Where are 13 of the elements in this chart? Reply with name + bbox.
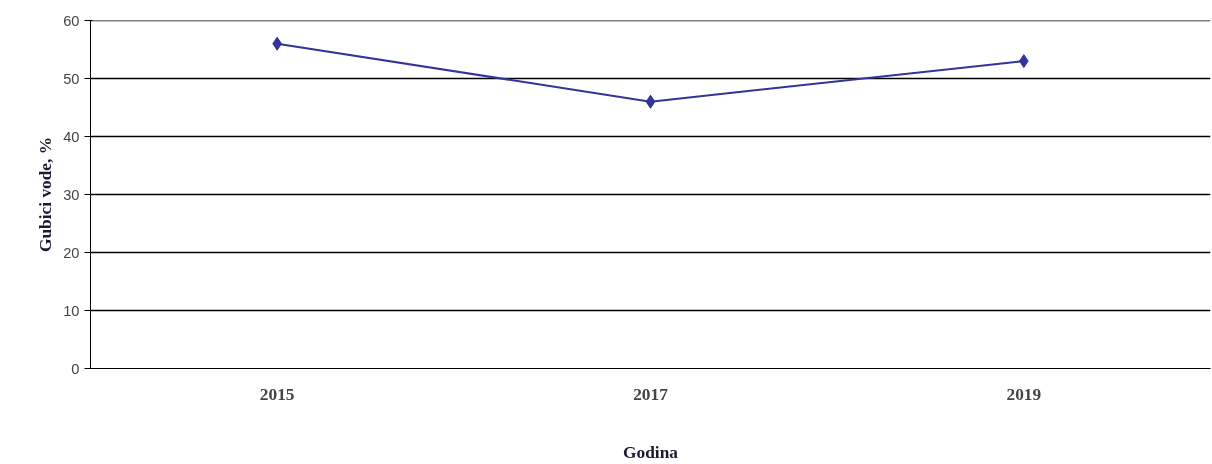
y-tick-label: 50 (63, 70, 80, 87)
x-axis-title: Godina (623, 442, 679, 462)
y-tick-label: 40 (63, 128, 80, 145)
x-tick-label: 2017 (633, 384, 669, 404)
y-tick-label: 0 (71, 360, 80, 377)
y-tick-label: 60 (63, 12, 80, 29)
y-tick-label: 10 (63, 302, 80, 319)
x-tick-label: 2019 (1006, 384, 1042, 404)
y-axis-title: Gubici vode, % (36, 136, 56, 253)
x-tick-label: 2015 (259, 384, 295, 404)
point (645, 94, 656, 109)
y-tick-label: 30 (63, 186, 80, 203)
y-tick-label: 20 (63, 244, 80, 261)
